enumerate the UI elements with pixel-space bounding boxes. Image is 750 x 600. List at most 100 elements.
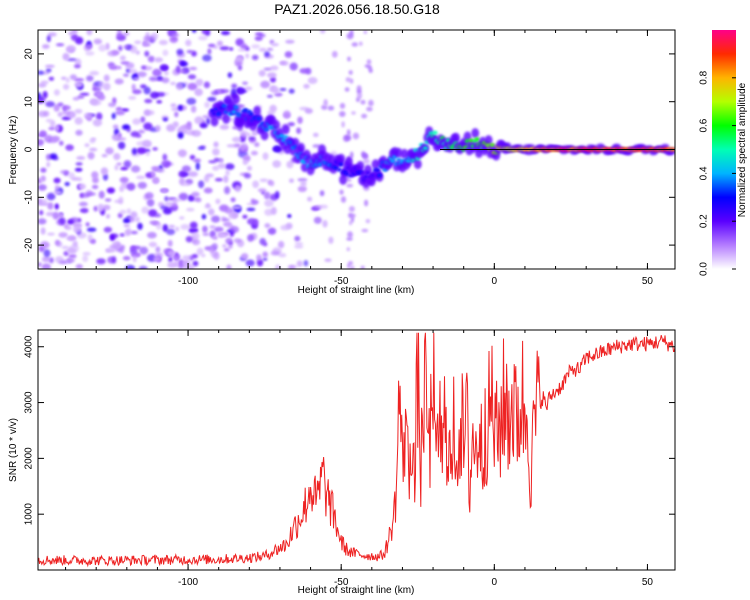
noise-blob bbox=[182, 129, 189, 134]
noise-blob bbox=[62, 105, 71, 111]
noise-blob bbox=[191, 191, 200, 197]
noise-blob bbox=[257, 188, 267, 193]
noise-blob bbox=[132, 255, 137, 263]
noise-blob bbox=[219, 46, 230, 51]
y-tick-label: 2000 bbox=[24, 447, 35, 470]
noise-blob bbox=[202, 54, 212, 62]
noise-blob bbox=[113, 153, 121, 161]
noise-blob bbox=[175, 226, 180, 232]
noise-blob bbox=[339, 189, 344, 195]
noise-blob bbox=[360, 99, 366, 105]
noise-blob bbox=[43, 110, 50, 117]
noise-blob bbox=[98, 190, 105, 199]
noise-blob bbox=[120, 167, 128, 171]
colorbar: 0.0 0.2 0.4 0.6 0.8 Normalized spectral ampl… bbox=[699, 30, 748, 276]
noise-blob bbox=[203, 187, 213, 194]
colorbar-tick-label: 0.6 bbox=[699, 118, 710, 132]
noise-blob bbox=[212, 235, 218, 240]
noise-blob bbox=[45, 101, 55, 108]
noise-blob bbox=[145, 151, 150, 156]
x-tick-label: -100 bbox=[178, 577, 198, 588]
noise-blob bbox=[74, 58, 82, 66]
noise-blob bbox=[78, 183, 86, 190]
ridge-point bbox=[332, 165, 338, 170]
noise-blob bbox=[170, 81, 177, 86]
noise-blob bbox=[303, 83, 310, 89]
noise-blob bbox=[175, 65, 181, 74]
noise-blob bbox=[48, 76, 55, 81]
noise-blob bbox=[134, 216, 140, 223]
noise-blob bbox=[38, 178, 42, 184]
noise-blob bbox=[66, 45, 76, 53]
noise-blob bbox=[198, 180, 205, 189]
noise-blob bbox=[132, 89, 142, 95]
y-tick-label: -20 bbox=[24, 237, 35, 252]
noise-blob bbox=[54, 239, 61, 246]
ridge-point bbox=[344, 171, 350, 176]
noise-blob bbox=[312, 132, 319, 138]
noise-blob bbox=[77, 177, 83, 182]
noise-blob bbox=[252, 180, 259, 189]
noise-blob bbox=[77, 95, 85, 99]
ridge-halo bbox=[231, 94, 240, 105]
noise-blob bbox=[234, 184, 241, 193]
noise-blob bbox=[235, 55, 244, 64]
ridge-halo bbox=[260, 130, 269, 141]
noise-blob bbox=[40, 227, 46, 235]
noise-blob bbox=[272, 160, 282, 168]
noise-blob bbox=[245, 53, 250, 59]
noise-blob bbox=[103, 226, 113, 233]
noise-blob bbox=[69, 74, 77, 81]
noise-blob bbox=[201, 253, 206, 258]
noise-blob bbox=[312, 144, 321, 148]
noise-blob bbox=[258, 47, 267, 52]
noise-blob bbox=[256, 254, 262, 262]
noise-blob bbox=[242, 214, 248, 219]
noise-blob bbox=[125, 264, 136, 269]
noise-blob bbox=[222, 218, 230, 222]
noise-blob bbox=[92, 86, 102, 92]
noise-blob bbox=[195, 162, 200, 171]
noise-blob bbox=[66, 58, 77, 62]
noise-blob bbox=[347, 263, 351, 269]
noise-blob bbox=[97, 203, 105, 212]
noise-blob bbox=[229, 117, 235, 122]
ridge-point bbox=[432, 130, 438, 135]
noise-blob bbox=[65, 144, 74, 151]
noise-blob bbox=[74, 108, 83, 114]
noise-blob bbox=[111, 50, 120, 56]
noise-blob bbox=[115, 110, 126, 116]
noise-blob bbox=[239, 130, 249, 137]
noise-blob bbox=[148, 241, 158, 248]
noise-blob bbox=[283, 110, 291, 119]
noise-blob bbox=[45, 64, 55, 68]
noise-blob bbox=[205, 203, 210, 208]
noise-blob bbox=[38, 184, 47, 191]
noise-blob bbox=[123, 73, 129, 77]
noise-blob bbox=[278, 253, 287, 258]
noise-blob bbox=[173, 253, 181, 260]
noise-blob bbox=[82, 251, 91, 256]
noise-blob bbox=[193, 158, 201, 163]
noise-blob bbox=[194, 88, 203, 97]
noise-blob bbox=[55, 43, 65, 47]
spectrogram-noise-cloud bbox=[38, 30, 374, 269]
noise-blob bbox=[38, 139, 44, 143]
ridge-halo bbox=[471, 128, 480, 139]
noise-blob bbox=[349, 30, 354, 36]
noise-blob bbox=[245, 46, 250, 51]
noise-blob bbox=[116, 137, 127, 141]
noise-blob bbox=[269, 180, 275, 187]
noise-blob bbox=[45, 68, 52, 73]
noise-blob bbox=[85, 51, 95, 56]
noise-blob bbox=[92, 177, 99, 184]
noise-blob bbox=[300, 180, 307, 187]
noise-blob bbox=[251, 54, 259, 61]
noise-blob bbox=[57, 111, 64, 118]
ridge-point bbox=[365, 171, 371, 175]
noise-blob bbox=[171, 198, 181, 202]
noise-blob bbox=[275, 264, 281, 269]
noise-blob bbox=[46, 192, 56, 201]
y-tick-label: 3000 bbox=[24, 391, 35, 414]
noise-blob bbox=[91, 239, 96, 244]
